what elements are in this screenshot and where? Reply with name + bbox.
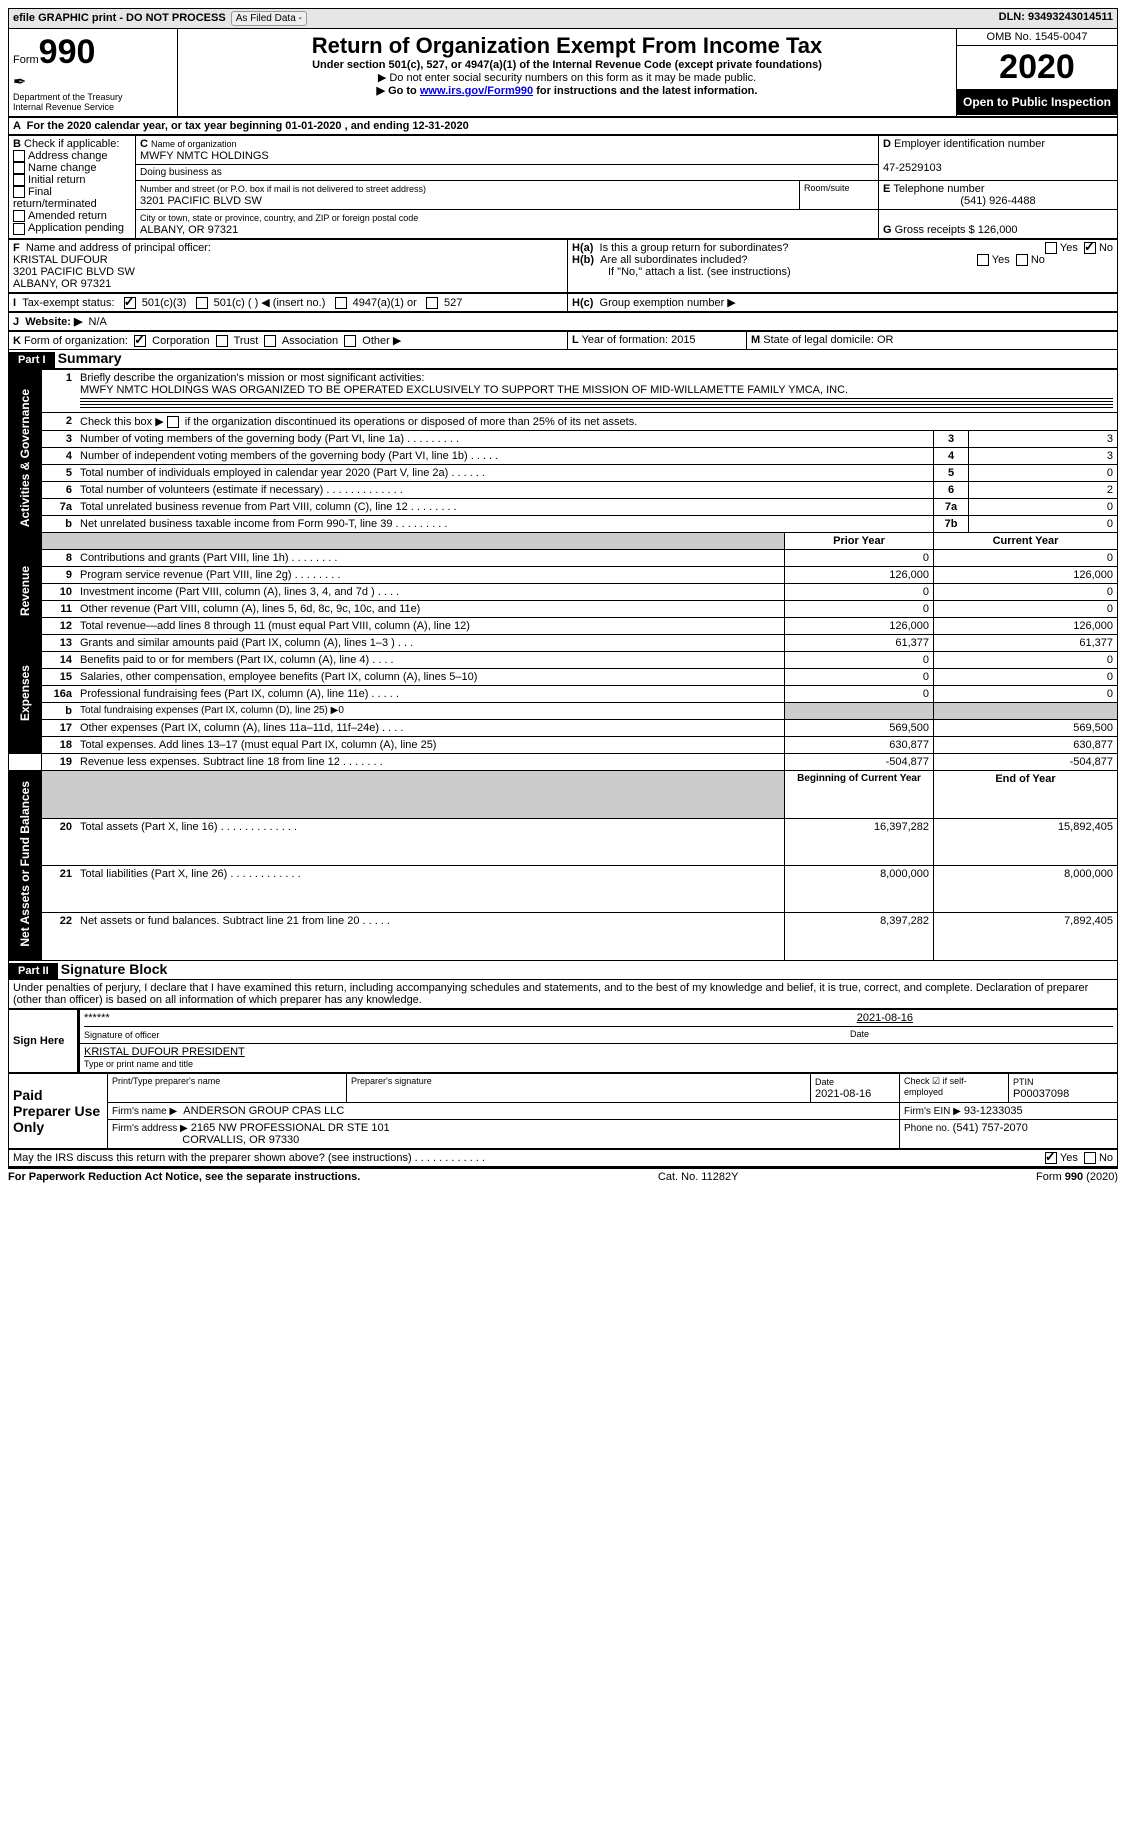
527-checkbox[interactable] <box>426 297 438 309</box>
open-to-public: Open to Public Inspection <box>957 89 1117 115</box>
city-state-zip: ALBANY, OR 97321 <box>140 224 238 236</box>
form-label: Form <box>13 54 39 66</box>
hb-yes-checkbox[interactable] <box>977 254 989 266</box>
summary-table: Activities & Governance 1 Briefly descri… <box>8 369 1118 961</box>
amended-return-checkbox[interactable] <box>13 210 25 222</box>
officer-name: KRISTAL DUFOUR <box>13 254 108 266</box>
expenses-label: Expenses <box>18 657 32 729</box>
room-suite: Room/suite <box>800 181 879 210</box>
gross-receipts: 126,000 <box>978 224 1018 236</box>
subtitle: Under section 501(c), 527, or 4947(a)(1)… <box>182 59 952 71</box>
discuss-yes-checkbox[interactable] <box>1045 1152 1057 1164</box>
department: Department of the Treasury Internal Reve… <box>13 92 173 112</box>
omb-number: OMB No. 1545-0047 <box>957 29 1117 46</box>
discuss-no-checkbox[interactable] <box>1084 1152 1096 1164</box>
ptin: P00037098 <box>1013 1088 1069 1100</box>
org-name: MWFY NMTC HOLDINGS <box>140 150 269 162</box>
signature-block: Sign Here ****** 2021-08-16 Signature of… <box>8 1009 1118 1073</box>
top-bar: efile GRAPHIC print - DO NOT PROCESS As … <box>8 8 1118 29</box>
gov-val-3: 3 <box>969 431 1118 448</box>
instr2-post: for instructions and the latest informat… <box>533 85 757 97</box>
hb-no-checkbox[interactable] <box>1016 254 1028 266</box>
trust-checkbox[interactable] <box>216 335 228 347</box>
part2-header: Part II <box>9 963 58 979</box>
instr2-pre: ▶ Go to <box>377 85 420 97</box>
firm-name: ANDERSON GROUP CPAS LLC <box>183 1105 344 1117</box>
telephone: (541) 926-4488 <box>883 195 1113 207</box>
state-domicile: OR <box>877 334 894 346</box>
final-return-checkbox[interactable] <box>13 186 25 198</box>
4947-checkbox[interactable] <box>335 297 347 309</box>
declaration: Under penalties of perjury, I declare th… <box>8 980 1118 1009</box>
net-assets-label: Net Assets or Fund Balances <box>18 773 32 955</box>
preparer-phone: (541) 757-2070 <box>953 1122 1028 1134</box>
irs-logo-icon: ✒ <box>13 72 173 92</box>
page-footer: For Paperwork Reduction Act Notice, see … <box>8 1167 1118 1183</box>
ein: 47-2529103 <box>883 162 942 174</box>
row-a: A For the 2020 calendar year, or tax yea… <box>9 118 1118 135</box>
part2-title: Signature Block <box>61 961 168 977</box>
name-change-checkbox[interactable] <box>13 162 25 174</box>
firm-ein: 93-1233035 <box>964 1105 1023 1117</box>
form-title: Return of Organization Exempt From Incom… <box>182 33 952 59</box>
entity-info-block: B Check if applicable: Address change Na… <box>8 135 1118 239</box>
sign-date: 2021-08-16 <box>857 1012 913 1024</box>
part1-title: Summary <box>58 350 122 366</box>
check-applicable: Check if applicable: <box>24 138 119 150</box>
ha-no-checkbox[interactable] <box>1084 242 1096 254</box>
ha-yes-checkbox[interactable] <box>1045 242 1057 254</box>
website: N/A <box>89 316 107 328</box>
part1-header: Part I <box>9 352 55 368</box>
501c3-checkbox[interactable] <box>124 297 136 309</box>
association-checkbox[interactable] <box>264 335 276 347</box>
form-header: Form990 ✒ Department of the Treasury Int… <box>8 29 1118 117</box>
line2-checkbox[interactable] <box>167 416 179 428</box>
form-990-page: efile GRAPHIC print - DO NOT PROCESS As … <box>8 8 1118 1183</box>
dln: DLN: 93493243014511 <box>999 11 1113 26</box>
form-number: 990 <box>39 33 96 71</box>
address-change-checkbox[interactable] <box>13 150 25 162</box>
officer-name-title: KRISTAL DUFOUR PRESIDENT <box>84 1046 245 1058</box>
revenue-label: Revenue <box>18 558 32 624</box>
mission-description: MWFY NMTC HOLDINGS WAS ORGANIZED TO BE O… <box>80 384 848 396</box>
activities-governance-label: Activities & Governance <box>18 381 32 535</box>
as-filed-button[interactable]: As Filed Data - <box>231 11 307 26</box>
corporation-checkbox[interactable] <box>134 335 146 347</box>
year-formation: 2015 <box>671 334 695 346</box>
501c-checkbox[interactable] <box>196 297 208 309</box>
preparer-block: Paid Preparer Use Only Print/Type prepar… <box>8 1073 1118 1149</box>
street-address: 3201 PACIFIC BLVD SW <box>140 195 262 207</box>
other-checkbox[interactable] <box>344 335 356 347</box>
initial-return-checkbox[interactable] <box>13 174 25 186</box>
irs-link[interactable]: www.irs.gov/Form990 <box>420 85 533 97</box>
tax-year: 2020 <box>957 46 1117 89</box>
efile-label: efile GRAPHIC print - DO NOT PROCESS <box>13 12 226 24</box>
application-pending-checkbox[interactable] <box>13 223 25 235</box>
dba: Doing business as <box>136 165 879 181</box>
instruction-1: ▶ Do not enter social security numbers o… <box>182 71 952 84</box>
